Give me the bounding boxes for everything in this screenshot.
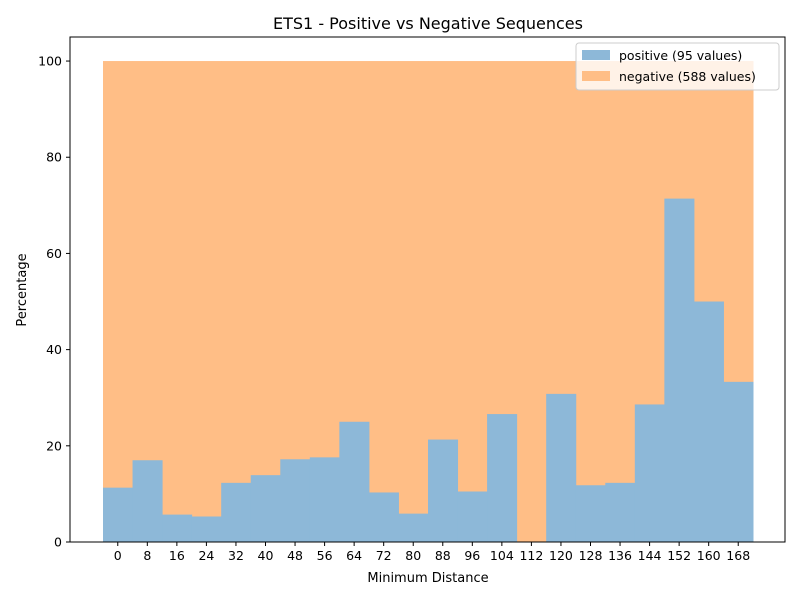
chart-title: ETS1 - Positive vs Negative Sequences [273,14,583,33]
legend-swatch-positive [582,50,610,60]
x-tick-label: 128 [579,548,603,563]
negative-bar-40 [250,61,281,543]
y-tick-label: 40 [46,342,62,357]
negative-bar-72 [368,61,399,543]
x-tick-label: 152 [667,548,691,563]
y-tick-label: 0 [54,535,62,550]
positive-bar-144 [634,404,665,542]
y-tick-label: 20 [46,438,62,453]
negative-bar-96 [457,61,488,543]
x-tick-label: 16 [169,548,185,563]
positive-bar-16 [162,514,193,542]
positive-bar-72 [368,492,399,542]
positive-bar-80 [398,513,429,542]
legend-box [575,42,780,91]
x-axis-label: Minimum Distance [367,571,488,586]
legend: positive (95 values) negative (588 value… [575,42,780,91]
positive-bar-56 [309,457,340,542]
legend-swatch-negative [582,71,610,81]
positive-bar-160 [693,301,724,542]
negative-bar-16 [162,61,193,543]
plot-frame [69,36,786,543]
x-tick-label: 64 [346,548,362,563]
negative-bar-80 [398,61,429,543]
x-tick-label: 8 [143,548,151,563]
positive-bar-64 [339,421,370,542]
positive-bar-8 [132,460,163,542]
x-tick-label: 32 [228,548,244,563]
positive-bars [103,198,754,542]
positive-bar-24 [191,516,222,542]
y-axis-ticks: 0 20 40 60 80 100 [38,54,70,550]
positive-bar-120 [546,393,577,542]
x-tick-label: 72 [376,548,392,563]
negative-bar-112 [516,61,547,543]
x-tick-label: 144 [638,548,662,563]
x-tick-label: 80 [405,548,421,563]
positive-bar-0 [103,487,134,542]
x-tick-label: 96 [464,548,480,563]
x-tick-label: 0 [114,548,122,563]
positive-bar-136 [605,482,636,542]
negative-bar-128 [575,61,606,543]
x-tick-label: 48 [287,548,303,563]
legend-label-negative: negative (588 values) [619,69,756,84]
x-tick-label: 168 [726,548,750,563]
y-axis-label: Percentage [15,253,30,326]
x-axis-ticks: 0 8 16 24 32 40 48 56 64 72 80 88 96 104 112 120 128 136 1… [114,542,750,563]
y-tick-label: 80 [46,150,62,165]
x-tick-label: 24 [198,548,214,563]
y-tick-label: 60 [46,246,62,261]
negative-bar-136 [605,61,636,543]
x-tick-label: 40 [258,548,274,563]
positive-bar-128 [575,485,606,542]
positive-bar-168 [723,381,754,542]
negative-bar-0 [103,61,134,543]
positive-bar-152 [664,198,695,542]
positive-bar-48 [280,459,311,542]
positive-bar-104 [487,414,518,542]
positive-bar-96 [457,491,488,542]
x-tick-label: 104 [490,548,514,563]
x-tick-label: 136 [608,548,632,563]
negative-bar-24 [191,61,222,543]
legend-label-positive: positive (95 values) [619,48,742,63]
x-tick-label: 88 [435,548,451,563]
positive-bar-32 [221,482,252,542]
x-tick-label: 112 [519,548,543,563]
negative-bar-32 [221,61,252,543]
positive-bar-88 [428,439,459,542]
positive-bar-40 [250,475,281,542]
x-tick-label: 160 [697,548,721,563]
x-tick-label: 120 [549,548,573,563]
y-tick-label: 100 [38,54,62,69]
x-tick-label: 56 [317,548,333,563]
